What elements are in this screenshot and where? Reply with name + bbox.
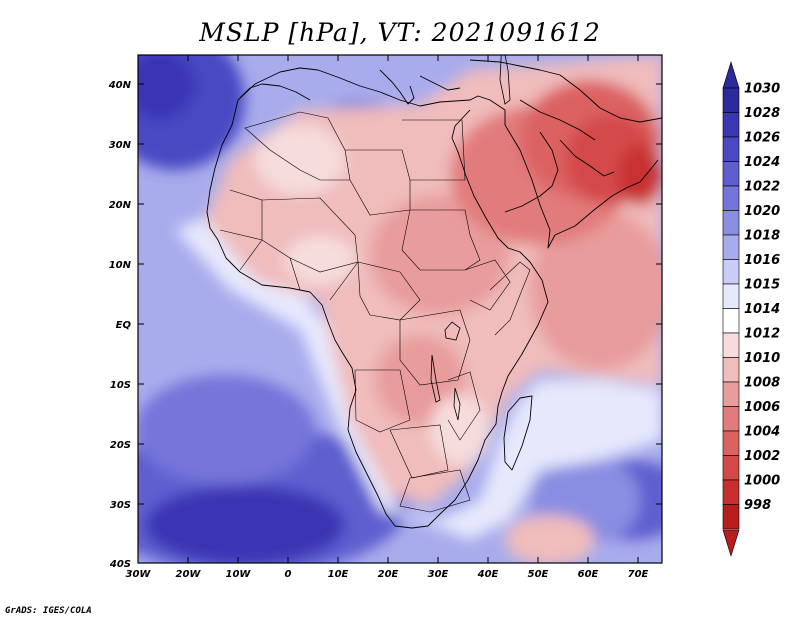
lon-label: 10W — [226, 569, 252, 580]
colorbar-label: 1020 — [744, 204, 780, 219]
lat-label: 30S — [110, 500, 131, 511]
lon-label: 20W — [176, 569, 202, 580]
lat-label: 10S — [110, 380, 131, 391]
lat-label: EQ — [116, 320, 132, 331]
lat-label: 20N — [109, 200, 132, 211]
lon-label: 60E — [578, 569, 599, 580]
colorbar-label: 1018 — [744, 229, 780, 244]
colorbar: 1030 1028 1026 1024 1022 1020 1018 1016 1015 1014… — [722, 60, 780, 558]
lon-label: 20E — [378, 569, 399, 580]
colorbar-swatch — [722, 455, 740, 481]
colorbar-swatch — [722, 210, 740, 236]
coastlines — [206, 59, 662, 529]
colorbar-swatch — [722, 185, 740, 211]
colorbar-label: 1004 — [744, 425, 780, 440]
colorbar-label: 1002 — [744, 449, 780, 464]
colorbar-label: 1022 — [744, 180, 780, 195]
colorbar-label: 1006 — [744, 400, 780, 415]
colorbar-label: 1012 — [744, 327, 780, 342]
colorbar-swatch — [722, 234, 740, 260]
lon-label: 50E — [528, 569, 549, 580]
colorbar-swatch — [722, 357, 740, 383]
lon-axis: 30W 20W 10W 0 10E 20E 30E 40E 50E 60E 70… — [126, 55, 649, 580]
lon-label: 10E — [328, 569, 349, 580]
colorbar-swatch — [722, 283, 740, 309]
country-borders — [219, 111, 531, 513]
colorbar-swatch — [722, 259, 740, 285]
map-title: MSLP [hPa], VT: 2021091612 — [198, 18, 600, 47]
colorbar-swatch — [722, 136, 740, 162]
colorbar-label: 998 — [744, 498, 771, 513]
colorbar-swatch — [722, 308, 740, 334]
lat-label: 40N — [108, 80, 132, 91]
lat-label: 20S — [110, 440, 131, 451]
colorbar-swatch — [722, 430, 740, 456]
lon-label: 40E — [477, 569, 499, 580]
lon-label: 0 — [285, 569, 292, 580]
colorbar-bottom-arrow — [722, 529, 740, 558]
grads-credit: GrADS: IGES/COLA — [5, 606, 92, 616]
colorbar-swatch — [722, 332, 740, 358]
map-frame — [137, 54, 663, 564]
colorbar-swatch — [722, 504, 740, 530]
lon-label: 30E — [428, 569, 449, 580]
lat-axis: 40N 30N 20N 10N EQ 10S 20S 30S 40S — [108, 80, 662, 570]
colorbar-swatch — [722, 87, 740, 113]
colorbar-swatch — [722, 381, 740, 407]
colorbar-swatch — [722, 112, 740, 138]
colorbar-label: 1008 — [744, 376, 780, 391]
colorbar-swatch — [722, 479, 740, 505]
colorbar-top-arrow — [722, 60, 740, 89]
colorbar-label: 1024 — [744, 155, 780, 170]
lakes — [430, 55, 511, 421]
colorbar-label: 1016 — [744, 253, 780, 268]
colorbar-label: 1000 — [744, 474, 780, 489]
lat-label: 10N — [109, 260, 132, 271]
colorbar-label: 1014 — [744, 302, 780, 317]
lon-label: 70E — [628, 569, 649, 580]
colorbar-label: 1030 — [744, 82, 780, 97]
colorbar-swatch — [722, 406, 740, 432]
colorbar-label: 1028 — [744, 106, 780, 121]
lon-label: 30W — [126, 569, 152, 580]
colorbar-label: 1015 — [744, 278, 780, 293]
lat-label: 40S — [109, 559, 131, 570]
colorbar-label: 1010 — [744, 351, 780, 366]
lat-label: 30N — [109, 140, 132, 151]
pressure-field — [138, 55, 662, 563]
colorbar-swatch — [722, 161, 740, 187]
colorbar-label: 1026 — [744, 131, 780, 146]
